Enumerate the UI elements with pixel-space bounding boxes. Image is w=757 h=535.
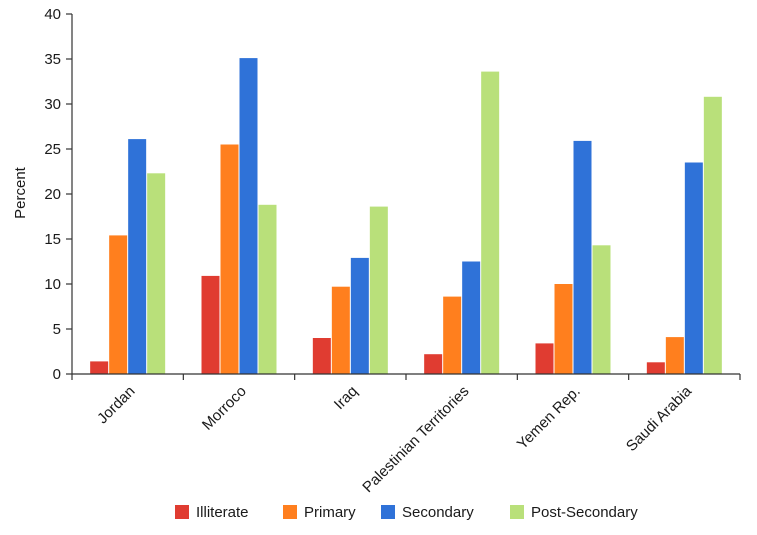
bar-post-secondary-saudi-arabia <box>703 96 722 375</box>
legend-swatch <box>381 505 395 519</box>
bar-post-secondary-palestinian-territories <box>481 71 500 374</box>
legend: Illiterate Primary Secondary Post-Secondary <box>175 504 638 521</box>
x-category-label: Morroco <box>199 383 250 434</box>
bar-illiterate-iraq <box>312 338 331 374</box>
y-tick-label: 35 <box>44 51 61 68</box>
x-category-label: Jordan <box>94 383 138 427</box>
x-category-label: Yemen Rep. <box>514 383 584 453</box>
y-tick-label: 0 <box>53 366 61 383</box>
y-tick-label: 10 <box>44 276 61 293</box>
bar-secondary-yemen-rep- <box>573 140 592 374</box>
legend-swatch <box>175 505 189 519</box>
legend-swatch <box>283 505 297 519</box>
bar-post-secondary-iraq <box>369 206 388 374</box>
bar-post-secondary-morroco <box>258 204 277 374</box>
bar-primary-saudi-arabia <box>665 337 684 374</box>
y-axis-title: Percent <box>12 166 29 219</box>
bar-primary-yemen-rep- <box>554 284 573 374</box>
y-tick-label: 30 <box>44 96 61 113</box>
legend-label: Primary <box>304 504 356 521</box>
y-tick-label: 5 <box>53 321 61 338</box>
bar-illiterate-morroco <box>201 275 220 374</box>
bar-primary-jordan <box>109 235 128 374</box>
legend-label: Illiterate <box>196 504 249 521</box>
bar-illiterate-yemen-rep- <box>535 343 554 374</box>
y-tick-label: 15 <box>44 231 61 248</box>
legend-label: Secondary <box>402 504 474 521</box>
bar-secondary-jordan <box>128 139 147 374</box>
bar-illiterate-saudi-arabia <box>646 362 665 374</box>
y-tick-label: 40 <box>44 6 61 23</box>
bar-primary-palestinian-territories <box>443 296 462 374</box>
bar-post-secondary-jordan <box>147 173 166 374</box>
bars-layer <box>90 58 722 375</box>
bar-secondary-iraq <box>350 257 369 374</box>
bar-illiterate-palestinian-territories <box>424 354 443 374</box>
legend-label: Post-Secondary <box>531 504 638 521</box>
bar-secondary-palestinian-territories <box>462 261 481 374</box>
y-tick-label: 20 <box>44 186 61 203</box>
bar-illiterate-jordan <box>90 361 109 374</box>
y-tick-label: 25 <box>44 141 61 158</box>
y-axis: 0 5 10 15 20 25 30 35 40 <box>44 6 73 383</box>
bar-secondary-morroco <box>239 58 258 374</box>
x-category-label: Palestinian Territories <box>359 383 472 496</box>
bar-primary-morroco <box>220 144 239 374</box>
legend-swatch <box>510 505 524 519</box>
x-category-label: Iraq <box>331 383 361 413</box>
bar-secondary-saudi-arabia <box>684 162 703 374</box>
bar-primary-iraq <box>331 286 350 374</box>
bar-post-secondary-yemen-rep- <box>592 245 611 374</box>
x-category-label: Saudi Arabia <box>623 382 696 455</box>
